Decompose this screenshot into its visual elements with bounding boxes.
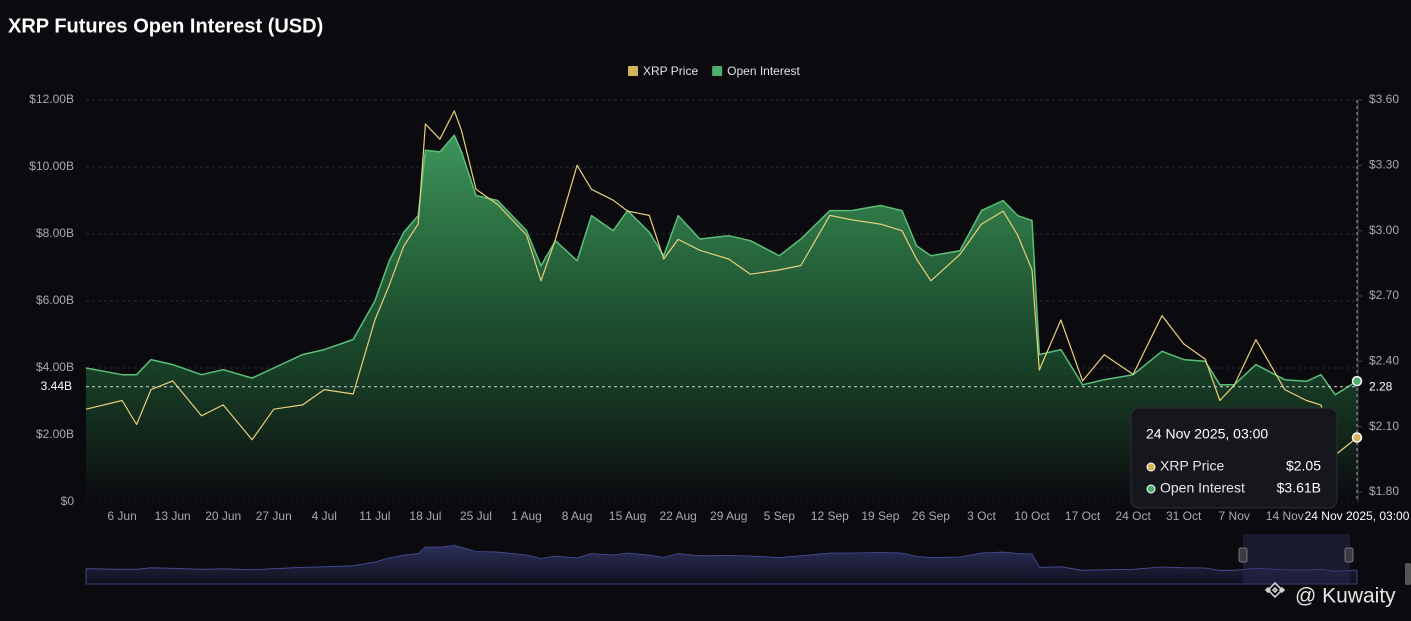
tooltip-box (1130, 407, 1338, 509)
crosshair-point (1351, 375, 1363, 387)
x-tick-label: 24 Oct (1115, 509, 1151, 523)
navigator-handle[interactable] (1344, 547, 1354, 563)
tooltip-value: $3.61B (1277, 480, 1321, 496)
tooltip-title: 24 Nov 2025, 03:00 (1146, 426, 1268, 442)
y-tick-label: $0 (61, 494, 75, 508)
y2-tick-label: $2.10 (1369, 419, 1399, 433)
x-tick-label: 13 Jun (155, 509, 191, 523)
watermark: @ Kuwaity (1264, 581, 1396, 608)
tooltip-name: XRP Price (1160, 458, 1225, 474)
legend-swatch (628, 66, 638, 76)
x-tick-label: 11 Jul (359, 509, 390, 523)
crosshair-y-label: 3.44B (41, 379, 72, 393)
x-tick-label: 27 Jun (256, 509, 292, 523)
y-tick-label: $12.00B (29, 92, 74, 106)
watermark-icon (1264, 581, 1286, 599)
x-tick-label: 10 Oct (1014, 509, 1050, 523)
y2-tick-label: $3.60 (1369, 92, 1399, 106)
navigator-area (85, 545, 1358, 585)
y2-tick-label: $3.00 (1369, 223, 1399, 237)
area-line (85, 134, 1358, 396)
x-tick-label: 26 Sep (912, 509, 950, 523)
x-tick-label: 7 Nov (1219, 509, 1250, 523)
tooltip: 24 Nov 2025, 03:00 XRP Price $2.05 Open Int… (1130, 407, 1338, 509)
x-tick-label: 25 Jul (460, 509, 492, 523)
x-tick-label: 19 Sep (861, 509, 899, 523)
line (85, 110, 1358, 456)
x-tick-label: 22 Aug (659, 509, 696, 523)
y-tick-label: $6.00B (36, 293, 74, 307)
legend-label: XRP Price (643, 64, 698, 78)
navigator-handle[interactable] (1238, 547, 1248, 563)
crosshair-point (1351, 432, 1363, 443)
x-tick-label: 3 Oct (967, 509, 996, 523)
scroll-handle[interactable] (1405, 563, 1411, 585)
legend: XRP Price Open Interest (628, 64, 801, 78)
y-tick-label: $10.00B (29, 159, 74, 173)
x-tick-label: 29 Aug (710, 509, 747, 523)
legend-label: Open Interest (727, 64, 800, 78)
chart-title: XRP Futures Open Interest (USD) (8, 15, 323, 37)
x-tick-label: 1 Aug (511, 509, 542, 523)
crosshair-y2-label: 2.28 (1369, 380, 1393, 394)
tooltip-dot (1146, 484, 1156, 494)
x-tick-label: 31 Oct (1166, 509, 1202, 523)
x-tick-label: 6 Jun (107, 509, 136, 523)
y2-tick-label: $2.40 (1369, 354, 1399, 368)
tooltip-name: Open Interest (1160, 480, 1245, 496)
x-tick-label: 17 Oct (1065, 509, 1101, 523)
y2-tick-label: $3.30 (1369, 158, 1399, 172)
y2-tick-label: $1.80 (1369, 484, 1399, 498)
x-tick-label: 18 Jul (409, 509, 441, 523)
x-tick-label: 4 Jul (312, 509, 337, 523)
crosshair-x-label: 24 Nov 2025, 03:00 (1305, 509, 1410, 523)
x-tick-label: 15 Aug (609, 509, 646, 523)
area (86, 135, 1357, 502)
y-tick-label: $2.00B (36, 427, 74, 441)
navigator-selection (1243, 534, 1350, 584)
plot-layer: $0 $2.00B $4.00B $6.00B $8.00B $10.00B $12.00B… (29, 64, 1411, 585)
x-tick-label: 12 Sep (811, 509, 849, 523)
x-tick-label: 20 Jun (205, 509, 241, 523)
tooltip-value: $2.05 (1286, 458, 1321, 474)
y-tick-label: $4.00B (36, 360, 74, 374)
crosshair-x-label-bg (1305, 507, 1411, 525)
x-tick-label: 8 Aug (562, 509, 593, 523)
legend-swatch (712, 66, 723, 76)
y-tick-label: $8.00B (36, 226, 74, 240)
watermark-text: @ Kuwaity (1295, 585, 1396, 608)
y2-tick-label: $2.70 (1369, 288, 1399, 302)
x-tick-label: 14 Nov (1266, 509, 1304, 523)
x-tick-label: 5 Sep (764, 509, 796, 523)
tooltip-dot (1146, 462, 1156, 472)
